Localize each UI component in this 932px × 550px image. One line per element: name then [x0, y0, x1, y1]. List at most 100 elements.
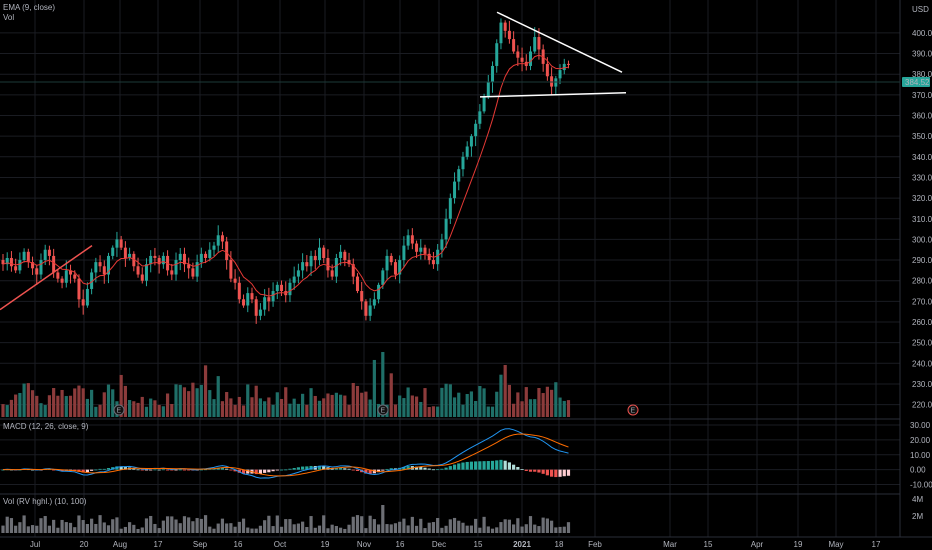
hv-legend[interactable]: Vol (RV hghl.) (10, 100)	[3, 497, 87, 506]
hv-bar	[368, 515, 372, 533]
macd-bar	[495, 460, 499, 470]
candle-body	[288, 282, 292, 296]
volume-bar	[414, 396, 419, 417]
hv-bar	[317, 525, 322, 533]
hv-bar	[334, 525, 338, 533]
hv-bar	[30, 525, 35, 533]
volume-bar	[343, 395, 347, 417]
ema-legend[interactable]: EMA (9, close)	[3, 3, 55, 12]
macd-bar	[229, 469, 233, 471]
volume-bar	[566, 400, 571, 417]
volume-bar	[18, 392, 22, 417]
hv-bar	[157, 528, 161, 533]
time-tick-label: 2021	[513, 540, 531, 549]
hv-bar	[115, 517, 119, 533]
macd-bar	[237, 469, 241, 473]
volume-bar	[305, 404, 309, 417]
volume-bar	[516, 392, 520, 417]
hv-bar	[9, 518, 14, 533]
volume-bar	[520, 401, 524, 417]
candle-body	[73, 274, 77, 279]
candle-body	[474, 123, 478, 137]
svg-text:E: E	[381, 408, 386, 415]
volume-bar	[1, 404, 5, 417]
hv-bar	[43, 516, 47, 533]
volume-bar	[250, 397, 254, 417]
price-tick-label: 320.0	[912, 194, 932, 203]
candle-body	[453, 181, 457, 199]
volume-bar	[427, 406, 431, 417]
volume-bar	[136, 402, 140, 417]
candle-body	[398, 260, 402, 275]
volume-bar	[220, 401, 225, 417]
macd-tick-label: 10.00	[910, 451, 931, 460]
earnings-marker[interactable]: E	[113, 404, 125, 416]
price-tick-label: 310.0	[912, 215, 932, 224]
candle-body	[313, 255, 317, 261]
time-tick-label: 19	[794, 540, 803, 549]
volume-bar	[111, 389, 115, 417]
candlesticks	[1, 18, 570, 324]
price-tick-label: 220.0	[912, 401, 932, 410]
hv-bar	[309, 516, 313, 533]
volume-bar	[499, 374, 503, 417]
candle-body	[81, 299, 85, 306]
candle-body	[31, 262, 35, 269]
candle-body	[26, 251, 30, 263]
macd-bar	[284, 469, 288, 471]
macd-bar	[317, 465, 322, 470]
earnings-marker[interactable]: E	[627, 404, 639, 416]
time-tick-label: 19	[321, 540, 330, 549]
hv-axis[interactable]: 4M 2M	[912, 495, 923, 521]
hv-bar	[431, 522, 436, 533]
volume-bar	[444, 383, 448, 417]
hv-bar	[528, 516, 533, 533]
macd-bar	[457, 463, 461, 470]
price-tick-label: 230.0	[912, 380, 932, 389]
macd-bar	[60, 469, 64, 472]
hv-bar	[144, 518, 149, 533]
candle-body	[330, 270, 334, 277]
macd-bar	[499, 459, 503, 470]
volume-bar	[187, 391, 191, 417]
earnings-marker[interactable]: E	[377, 404, 389, 416]
macd-axis[interactable]: 30.00 20.00 10.00 0.00 -10.00	[910, 421, 932, 490]
time-axis[interactable]: Jul 20 Aug 17 Sep 16 Oct 19 Nov 16 Dec 15 2021 18 Feb M…	[30, 540, 881, 549]
candle-body	[136, 266, 140, 275]
hv-bar	[220, 518, 225, 533]
volume-bar	[60, 389, 64, 417]
macd-bar	[482, 461, 486, 470]
macd-bar	[233, 469, 237, 472]
hv-bar	[165, 516, 170, 533]
candle-body	[98, 262, 102, 267]
hv-bar	[516, 518, 520, 533]
candle-body	[533, 37, 537, 52]
macd-bar	[305, 466, 309, 470]
volume-bar	[225, 392, 229, 417]
time-tick-label: 17	[872, 540, 881, 549]
trendlines[interactable]	[0, 11, 627, 311]
volume-bar	[56, 395, 60, 417]
candle-body	[377, 284, 381, 300]
candle-body	[355, 276, 359, 292]
volume-bar	[149, 398, 153, 417]
macd-bar	[98, 468, 102, 470]
hv-bar	[550, 520, 554, 533]
candle-body	[461, 156, 465, 170]
price-axis[interactable]: 400.0 390.0 380.0 370.0 360.0 350.0 340.0 330.0…	[912, 29, 932, 410]
macd-bar	[389, 468, 393, 470]
time-tick-label: 18	[555, 540, 564, 549]
hv-bar	[296, 523, 300, 533]
hv-bar	[106, 525, 111, 533]
volume-bar	[98, 404, 102, 417]
macd-legend[interactable]: MACD (12, 26, close, 9)	[3, 422, 89, 431]
hv-bar	[250, 528, 254, 533]
hv-bar	[123, 526, 127, 533]
volume-bar	[389, 373, 393, 417]
vol-legend[interactable]: Vol	[3, 13, 14, 22]
hv-bar	[275, 515, 279, 533]
volume-bar	[106, 384, 111, 417]
candle-body	[233, 278, 237, 283]
price-tick-label: 300.0	[912, 235, 932, 244]
